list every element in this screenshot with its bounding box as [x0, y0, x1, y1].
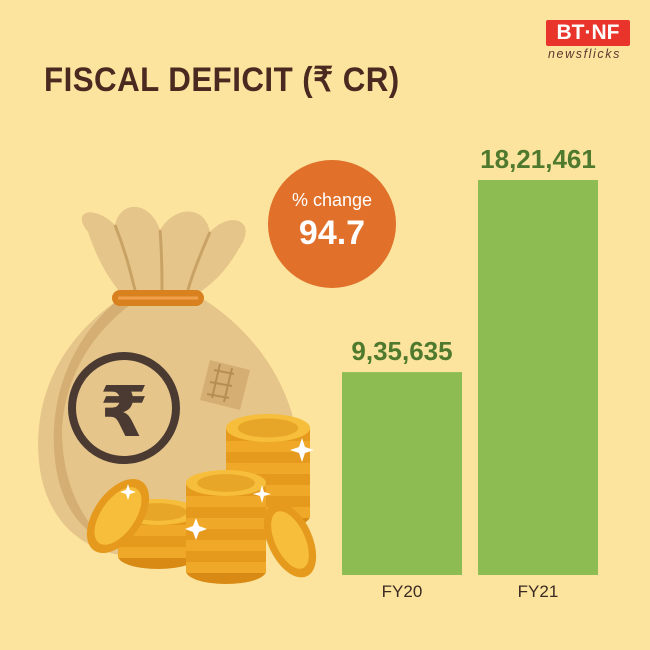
bar-fy21 [478, 180, 598, 575]
logo-bt-nf: BT·NF [546, 20, 630, 46]
bar-fy20 [342, 372, 462, 575]
x-tick-label: FY21 [518, 582, 559, 601]
bar-value-label: 18,21,461 [480, 144, 596, 174]
rupee-symbol: ₹ [100, 371, 149, 453]
brand-logo: BT·NF newsflicks [546, 20, 630, 64]
percent-change-badge: % change 94.7 [268, 160, 396, 288]
x-tick-label: FY20 [382, 582, 423, 601]
percent-change-label: % change [291, 190, 373, 210]
bar-value-label: 9,35,635 [351, 336, 452, 366]
percent-change-value: 94.7 [298, 214, 366, 252]
logo-newsflicks: newsflicks [548, 47, 621, 61]
coins-icon [86, 414, 317, 584]
page-title: FISCAL DEFICIT (₹ CR) [44, 61, 400, 99]
